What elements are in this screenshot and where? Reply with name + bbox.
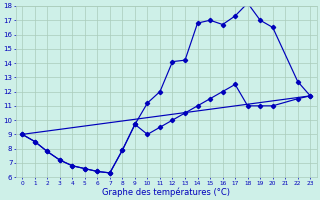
X-axis label: Graphe des températures (°C): Graphe des températures (°C) — [102, 187, 230, 197]
